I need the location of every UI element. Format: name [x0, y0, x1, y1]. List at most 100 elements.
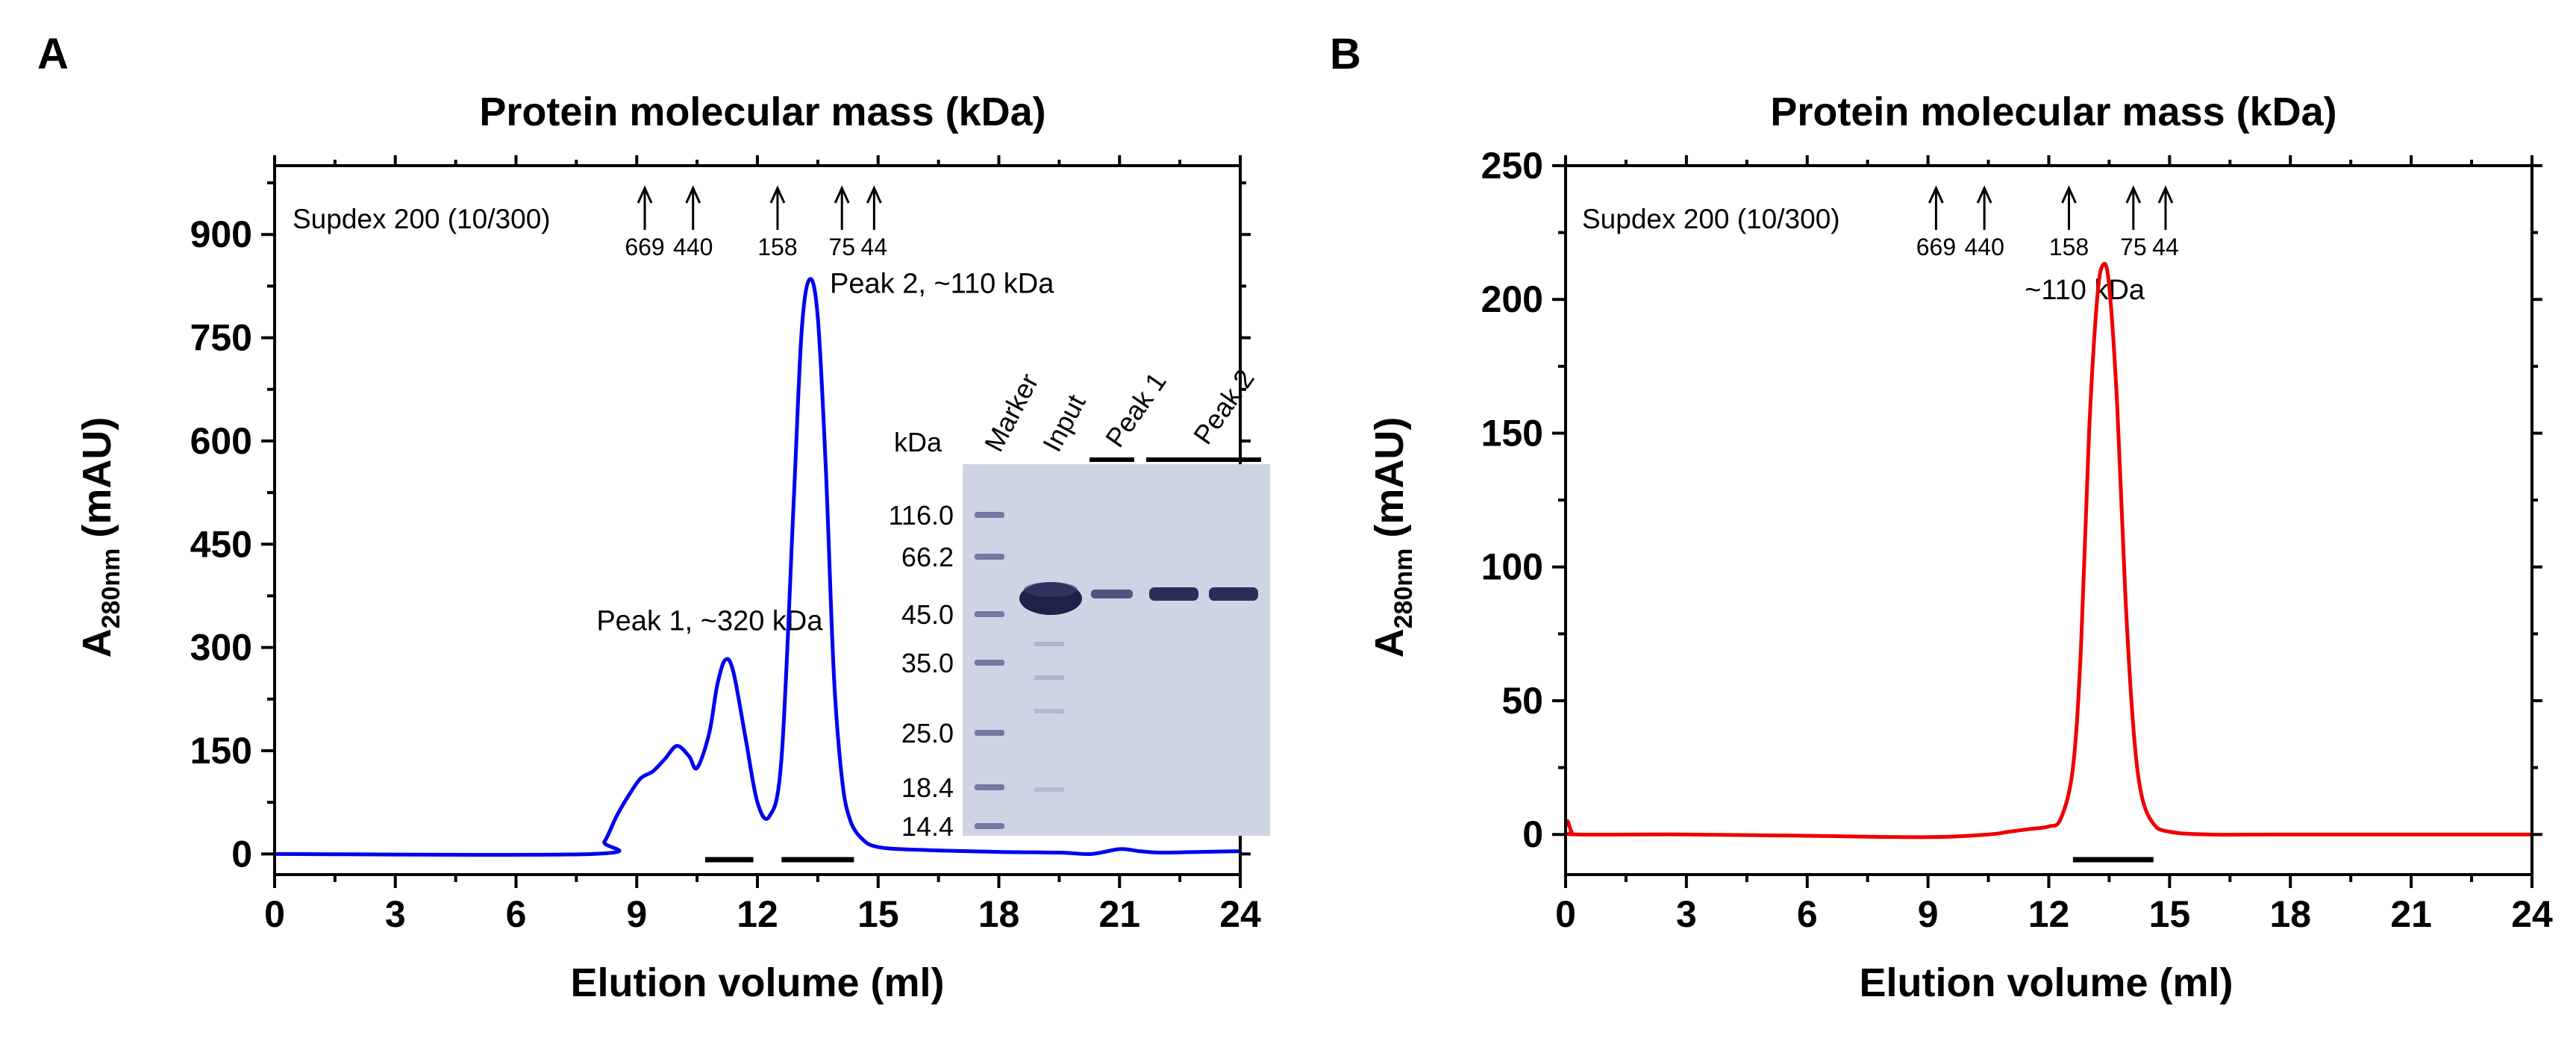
- series-line-a: [274, 277, 1241, 857]
- x-tick-label-b: 9: [1918, 893, 1939, 935]
- gel-inset: kDa Marker Input Peak 1 Peak 2 116.0 66.2…: [889, 363, 1270, 842]
- plot-area-b: 0 3 6 9 12 15 18 21 24 0 50 100 150 200 250 669 440 158 75…: [1481, 145, 2553, 935]
- svg-text:A280nm(mAU): A280nm (mAU): [1367, 417, 1418, 658]
- ladder-label: 45.0: [901, 599, 954, 630]
- ladder-label: 25.0: [901, 718, 954, 748]
- marker-arrow-head-a: [769, 185, 786, 204]
- y-label-main-a: A: [75, 628, 119, 657]
- band-peak2-lane1: [1149, 587, 1198, 601]
- gel-kda-label: kDa: [894, 427, 942, 457]
- marker-label-b: 158: [2049, 234, 2089, 260]
- y-tick-label-a: 150: [190, 730, 252, 772]
- y-label-main-b: A: [1367, 628, 1412, 657]
- marker-arrow-head-b: [1928, 185, 1944, 204]
- svg-text:A280nm(mAU): A280nm (mAU): [75, 417, 125, 658]
- x-tick-label-b: 3: [1676, 893, 1697, 935]
- y-tick-label-a: 0: [231, 833, 252, 875]
- ladder-band: [975, 784, 1004, 790]
- marker-arrow-head-b: [2125, 185, 2142, 204]
- gel-lane-label-peak2: Peak 2: [1187, 363, 1260, 449]
- x-tick-label-a: 6: [506, 893, 527, 935]
- column-label-a: Supdex 200 (10/300): [293, 204, 551, 234]
- smear-input-4: [1034, 787, 1064, 792]
- y-label-unit-a: (mAU): [75, 417, 119, 538]
- y-tick-label-a: 900: [190, 213, 252, 255]
- y-label-unit-b: (mAU): [1367, 417, 1412, 538]
- chart-title-a: Protein molecular mass (kDa): [479, 90, 1045, 134]
- plot-frame-b: [1564, 164, 2533, 876]
- marker-label-b: 44: [2152, 234, 2179, 260]
- x-tick-label-b: 18: [2269, 893, 2311, 935]
- x-tick-label-b: 12: [2028, 893, 2070, 935]
- y-tick-label-b: 250: [1481, 145, 1543, 187]
- y-tick-label-b: 150: [1481, 412, 1543, 454]
- marker-label-b: 440: [1964, 234, 2004, 260]
- marker-arrow-head-b: [2157, 185, 2174, 204]
- x-tick-label-a: 24: [1219, 893, 1261, 935]
- panel-b: B Protein molecular mass (kDa) Elution v…: [1330, 30, 2553, 1005]
- y-label-sub-b: 280nm: [1389, 548, 1418, 629]
- gel-ladder: 116.0 66.2 45.0 35.0 25.0 18.4 14.4: [889, 500, 1004, 842]
- marker-arrow-head-b: [2061, 185, 2077, 204]
- gel-lane-label-input: Input: [1037, 390, 1092, 457]
- smear-input-2: [1034, 675, 1064, 680]
- y-tick-label-a: 450: [190, 523, 252, 565]
- band-peak2-lane2: [1209, 587, 1258, 601]
- x-tick-label-a: 3: [385, 893, 406, 935]
- marker-label-a: 669: [625, 234, 664, 260]
- column-label-b: Supdex 200 (10/300): [1582, 204, 1840, 234]
- smear-input-3: [1034, 709, 1064, 713]
- x-tick-label-b: 21: [2390, 893, 2432, 935]
- band-peak1: [1091, 590, 1133, 598]
- y-axis-label-b: A280nm (mAU): [1367, 417, 1418, 658]
- x-axis-label-b: Elution volume (ml): [1859, 960, 2233, 1005]
- ladder-band: [975, 554, 1004, 560]
- series-line-b: [1563, 261, 2532, 840]
- x-tick-label-b: 6: [1797, 893, 1818, 935]
- peak-annotation-b: ~110 kDa: [2025, 275, 2145, 306]
- ladder-label: 116.0: [889, 500, 954, 531]
- x-tick-label-a: 18: [978, 893, 1020, 935]
- ladder-band: [975, 823, 1004, 829]
- marker-label-a: 75: [828, 234, 855, 260]
- gel-lane-label-marker: Marker: [978, 369, 1045, 457]
- y-tick-label-b: 200: [1481, 278, 1543, 320]
- ladder-label: 66.2: [901, 542, 954, 572]
- plot-area-a: 0 3 6 9 12 15 18 21 24 0 150 300 450 600 750 900 669 440 1…: [190, 155, 1261, 935]
- ladder-band: [975, 660, 1004, 666]
- ladder-band: [975, 730, 1004, 736]
- panel-label-a: A: [37, 30, 69, 78]
- marker-label-b: 669: [1916, 234, 1956, 260]
- y-tick-label-b: 50: [1501, 680, 1543, 722]
- panel-label-b: B: [1330, 30, 1361, 78]
- gel-image: [963, 464, 1270, 836]
- x-tick-label-a: 9: [626, 893, 647, 935]
- peak-annotation-a: Peak 2, ~110 kDa: [830, 269, 1054, 300]
- marker-label-a: 44: [861, 234, 888, 260]
- smear-input-1: [1034, 642, 1064, 646]
- ladder-label: 35.0: [901, 648, 954, 678]
- marker-label-a: 158: [757, 234, 797, 260]
- gel-lane-label-peak1: Peak 1: [1099, 366, 1172, 452]
- y-tick-label-a: 600: [190, 420, 252, 462]
- y-axis-label-a: A280nm (mAU): [75, 417, 125, 658]
- x-tick-label-a: 0: [264, 893, 285, 935]
- x-tick-label-a: 12: [737, 893, 778, 935]
- x-tick-label-b: 24: [2511, 893, 2553, 935]
- panel-a: A Protein molecular mass (kDa) Elution v…: [37, 30, 1261, 1005]
- peak-annotation-a: Peak 1, ~320 kDa: [596, 606, 823, 637]
- marker-arrow-head-a: [637, 185, 653, 204]
- x-tick-label-a: 21: [1098, 893, 1140, 935]
- x-tick-label-a: 15: [857, 893, 899, 935]
- x-tick-label-b: 0: [1555, 893, 1576, 935]
- marker-arrow-head-a: [866, 185, 882, 204]
- ladder-band: [975, 512, 1004, 518]
- gel-bands: [1019, 582, 1258, 792]
- x-tick-label-b: 15: [2149, 893, 2191, 935]
- y-tick-label-a: 750: [190, 317, 252, 359]
- marker-arrow-head-a: [685, 185, 701, 204]
- ladder-label: 14.4: [901, 811, 954, 842]
- y-tick-label-a: 300: [190, 627, 252, 669]
- marker-arrow-head-a: [834, 185, 850, 204]
